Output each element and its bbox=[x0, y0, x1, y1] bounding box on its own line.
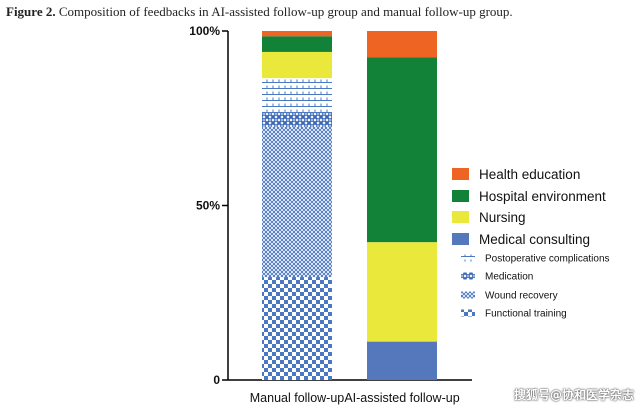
x-tick-label-ai-assisted-follow-up: AI-assisted follow-up bbox=[344, 391, 459, 405]
legend-swatch-medication bbox=[461, 272, 475, 280]
legend-swatch-functional-training bbox=[461, 309, 475, 317]
bar-segment-manual-follow-up-functional-training bbox=[262, 277, 332, 380]
legend-label-medical-consulting: Medical consulting bbox=[479, 232, 590, 247]
legend-swatch-postoperative-complications bbox=[461, 254, 475, 262]
legend-label-wound-recovery: Wound recovery bbox=[485, 291, 558, 302]
bar-segment-ai-assisted-follow-up-nursing bbox=[367, 242, 437, 342]
legend-swatch-health-education bbox=[452, 168, 469, 180]
legend-swatch-wound-recovery bbox=[461, 291, 475, 299]
bar-segment-manual-follow-up-hospital-environment bbox=[262, 36, 332, 52]
bar-segment-ai-assisted-follow-up-hospital-environment bbox=[367, 57, 437, 243]
figure-title: Composition of feedbacks in AI-assisted … bbox=[58, 4, 513, 19]
legend-label-functional-training: Functional training bbox=[485, 309, 567, 320]
legend-swatch-nursing bbox=[452, 211, 469, 223]
legend-label-nursing: Nursing bbox=[479, 210, 526, 225]
bar-segment-manual-follow-up-health-education bbox=[262, 31, 332, 37]
legend-swatch-medical-consulting bbox=[452, 233, 469, 245]
legend-label-postoperative-complications: Postoperative complications bbox=[485, 254, 610, 265]
y-tick-label: 50% bbox=[196, 199, 220, 213]
y-ticks: 0 50% 100% bbox=[189, 24, 228, 387]
bar-segment-ai-assisted-follow-up-medical-consulting bbox=[367, 341, 437, 380]
bar-segment-ai-assisted-follow-up-health-education bbox=[367, 31, 437, 58]
bar-segment-manual-follow-up-nursing bbox=[262, 51, 332, 79]
y-tick-label: 0 bbox=[213, 373, 220, 387]
bars bbox=[262, 31, 437, 380]
legend-label-health-education: Health education bbox=[479, 167, 580, 182]
legend-swatch-hospital-environment bbox=[452, 190, 469, 202]
x-tick-labels: Manual follow-up AI-assisted follow-up bbox=[250, 391, 460, 405]
watermark-text: 搜狐号@协和医学杂志 bbox=[513, 388, 634, 402]
figure-caption: Figure 2. Composition of feedbacks in AI… bbox=[6, 4, 636, 20]
legend: Health education Hospital environment Nurs… bbox=[452, 167, 610, 320]
bar-segment-manual-follow-up-wound-recovery bbox=[262, 126, 332, 278]
bar-segment-manual-follow-up-postoperative-complications bbox=[262, 78, 332, 114]
y-tick-label: 100% bbox=[189, 24, 220, 38]
legend-label-hospital-environment: Hospital environment bbox=[479, 189, 606, 204]
legend-label-medication: Medication bbox=[485, 272, 533, 283]
bar-segment-manual-follow-up-medication bbox=[262, 113, 332, 127]
figure-label: Figure 2. bbox=[6, 4, 56, 19]
x-tick-label-manual-follow-up: Manual follow-up bbox=[250, 391, 345, 405]
